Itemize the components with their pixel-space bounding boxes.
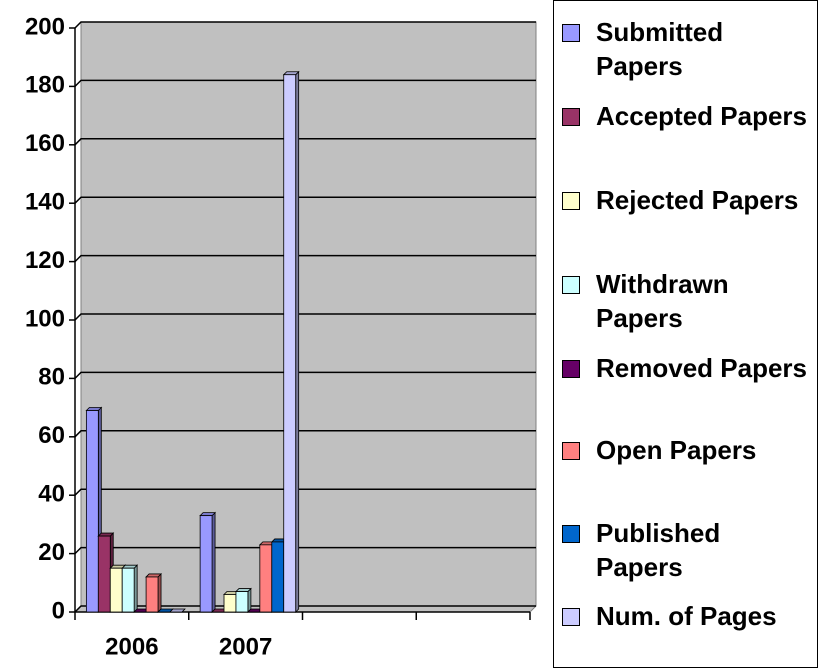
y-tick-label: 160 — [25, 130, 65, 157]
bar — [97, 535, 111, 613]
x-tick-label: 2007 — [219, 633, 272, 660]
legend-label: Open Papers — [596, 435, 757, 465]
legend-swatch — [562, 24, 580, 42]
grid-line — [74, 605, 536, 613]
y-tick-label: 60 — [38, 422, 65, 449]
bar-side — [157, 572, 162, 613]
bar — [235, 591, 249, 613]
bar — [223, 594, 237, 613]
bar — [85, 410, 99, 613]
bar-top — [199, 512, 217, 517]
bar — [145, 576, 159, 613]
bar-side — [133, 564, 138, 613]
legend-label: Removed Papers — [596, 353, 807, 383]
bar-side — [247, 587, 252, 613]
bar — [271, 541, 285, 613]
y-tick-label: 100 — [25, 305, 65, 332]
legend-swatch — [562, 108, 580, 126]
bar-top — [97, 532, 115, 537]
grid-line — [74, 21, 536, 29]
bar-top — [85, 407, 103, 411]
grid-line — [74, 138, 536, 146]
bar — [283, 74, 297, 613]
legend-label: Withdrawn Papers — [596, 269, 729, 333]
legend-swatch — [562, 276, 580, 294]
grid-line — [74, 313, 536, 321]
bar — [121, 567, 135, 613]
bar-side — [211, 511, 216, 613]
legend-swatch — [562, 525, 580, 543]
bar-top — [121, 564, 139, 569]
grid-line — [74, 79, 536, 87]
bar — [199, 515, 213, 613]
bar-side — [295, 70, 300, 613]
y-tick-label: 180 — [25, 72, 65, 99]
y-tick-label: 140 — [25, 189, 65, 216]
legend-label: Rejected Papers — [596, 185, 799, 215]
grid-line — [74, 488, 536, 496]
bar-top — [145, 573, 163, 578]
bar — [259, 544, 273, 613]
y-tick-label: 20 — [38, 539, 65, 566]
legend-label: Submitted Papers — [596, 17, 724, 81]
grid-line — [74, 430, 536, 438]
chart: 0 20 40 60 80 100 120 140 160 180 200 2006 2007 — [25, 13, 537, 660]
legend: Submitted Papers Accepted Papers Rejected … — [553, 0, 818, 668]
bar — [109, 567, 123, 613]
bar-top — [234, 588, 252, 592]
legend-swatch — [562, 608, 580, 626]
y-tick-label: 200 — [25, 13, 65, 40]
y-tick-label: 40 — [38, 481, 65, 508]
grid-line — [74, 196, 536, 204]
grid-line — [74, 254, 536, 263]
bar-top — [282, 71, 300, 76]
legend-swatch — [562, 192, 580, 210]
y-tick-label: 80 — [38, 364, 65, 391]
grid-line — [74, 546, 536, 555]
x-tick-label: 2006 — [105, 633, 158, 660]
grid-line — [74, 371, 536, 379]
bar-top — [169, 608, 186, 613]
legend-label: Published Papers — [596, 518, 721, 582]
legend-swatch — [562, 442, 580, 460]
legend-label: Accepted Papers — [596, 101, 807, 131]
y-tick-label: 0 — [52, 597, 65, 624]
y-tick-label: 120 — [25, 247, 65, 274]
legend-label: Num. of Pages — [596, 601, 777, 631]
legend-swatch — [562, 360, 580, 378]
